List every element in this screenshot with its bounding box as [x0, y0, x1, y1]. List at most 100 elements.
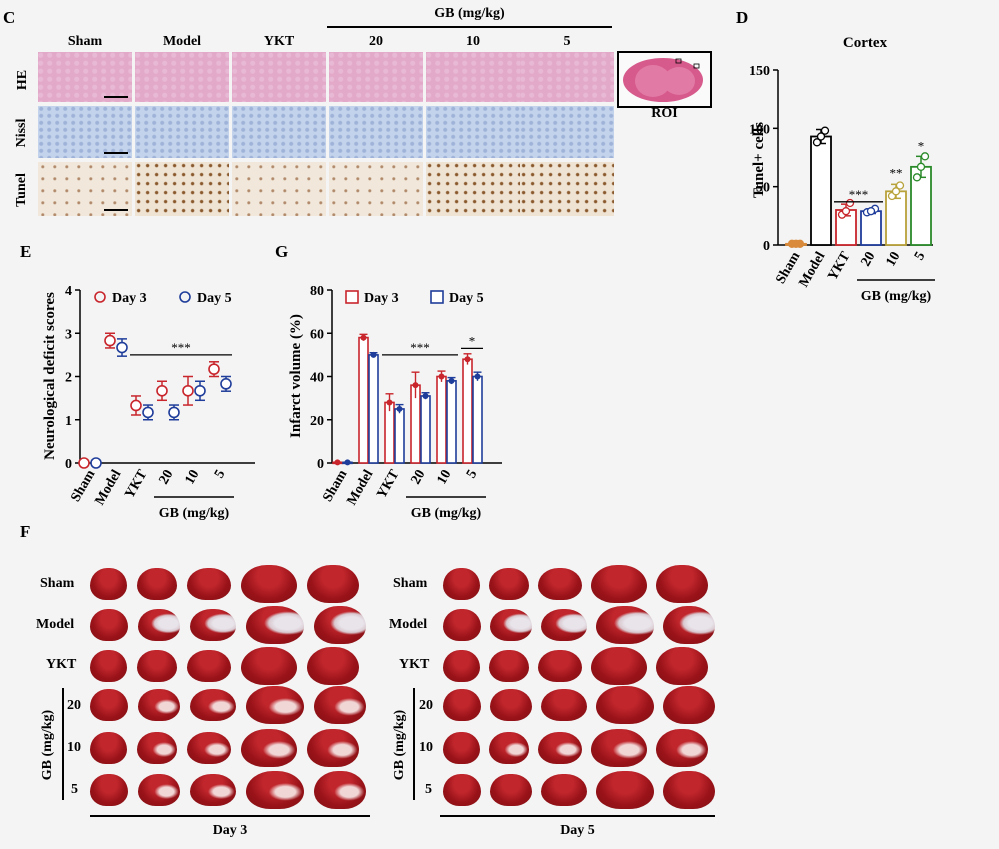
roi-label: ROI — [651, 106, 678, 121]
brain-section — [90, 609, 128, 641]
chart-d-sig-5: * — [918, 139, 925, 154]
brain-section — [538, 732, 582, 764]
brain-section — [489, 568, 529, 600]
brain-section — [490, 774, 532, 806]
brain-section — [663, 606, 715, 644]
brain-section — [443, 568, 480, 600]
brain-section — [90, 732, 127, 764]
chart-e-point — [182, 384, 194, 397]
chart-e-ytick-label: 2 — [65, 371, 72, 386]
chart-d-point — [912, 173, 922, 182]
f-right-row-model: Model — [389, 617, 428, 632]
f-left-gb-bracket — [62, 688, 64, 800]
chart-d-point — [866, 207, 876, 216]
day3-caption: Day 3 — [212, 823, 248, 838]
brain-section — [538, 650, 582, 682]
chart-e-xtick-label: 20 — [156, 468, 176, 488]
chart-e-point — [90, 457, 102, 469]
chart-e-xtick-label: 5 — [212, 468, 228, 482]
col-head-sham: Sham — [67, 34, 103, 49]
chart-e-legend-label: Day 5 — [197, 291, 232, 306]
chart-e-xtick-label: YKT — [122, 467, 150, 501]
chart-g-point — [344, 459, 351, 466]
chart-g-point — [386, 399, 393, 406]
chart-d-bar — [810, 135, 832, 246]
chart-d-xtick-label: 20 — [858, 250, 878, 270]
chart-g-point — [438, 373, 445, 380]
brain-section — [663, 771, 715, 809]
brain-section — [241, 647, 297, 685]
brain-section — [187, 568, 231, 600]
brain-section — [596, 686, 654, 724]
brain-section — [90, 568, 127, 600]
brain-section — [138, 774, 180, 806]
chart-e: 0 1 2 3 4 Neurological deficit scores Day 3 Day… — [42, 284, 255, 521]
brain-section — [246, 771, 304, 809]
chart-d-xtick-label: YKT — [825, 249, 853, 283]
col-head-20: 20 — [369, 34, 383, 49]
chart-d-point — [791, 239, 801, 248]
brain-section — [307, 729, 359, 767]
brain-section — [443, 650, 480, 682]
brain-section — [246, 606, 304, 644]
chart-g-ylabel: Infarct volume (%) — [288, 314, 304, 438]
day5-caption: Day 5 — [560, 823, 595, 838]
brain-section — [489, 732, 529, 764]
chart-g-point — [464, 356, 471, 363]
chart-d-bar — [860, 210, 882, 246]
chart-e-ytick-label: 3 — [65, 327, 72, 342]
chart-d-gb-label: GB (mg/kg) — [861, 289, 932, 304]
chart-e-sig-label: *** — [171, 340, 191, 355]
chart-g-legend-marker — [345, 290, 359, 304]
chart-g-ytick-label: 80 — [310, 284, 324, 299]
chart-g-sig-label: *** — [410, 340, 430, 355]
chart-e-legend-marker — [94, 291, 106, 303]
brain-section — [190, 609, 236, 641]
panel-d-letter: D — [736, 8, 749, 27]
chart-e-xtick-label: Model — [92, 467, 124, 508]
chart-g-point — [412, 382, 419, 389]
chart-g-point — [334, 459, 341, 466]
chart-g-legend-label: Day 5 — [449, 291, 484, 306]
chart-d-point — [812, 138, 822, 147]
tunel-tile-ykt — [232, 162, 326, 216]
chart-g-point — [396, 405, 403, 412]
brain-section — [443, 689, 481, 721]
chart-g-bar — [472, 375, 483, 464]
brain-section — [314, 606, 366, 644]
f-left-row-20: 20 — [67, 698, 81, 713]
panel-c-letter: C — [3, 8, 16, 27]
chart-g-bar — [436, 375, 447, 464]
brain-section — [591, 647, 647, 685]
chart-g-ytick-label: 40 — [310, 371, 324, 386]
scale-bar-he — [104, 96, 128, 98]
chart-g-point — [370, 351, 377, 358]
chart-d-point — [820, 126, 830, 135]
chart-e-point — [116, 341, 128, 354]
nissl-tile-10 — [426, 106, 520, 158]
chart-g-bar — [420, 395, 431, 464]
brain-section — [656, 647, 708, 685]
he-tile-5 — [520, 52, 614, 102]
brain-section — [307, 647, 359, 685]
nissl-tile-sham — [38, 106, 132, 158]
f-right-gb-label: GB (mg/kg) — [392, 709, 407, 781]
f-left-gb-label: GB (mg/kg) — [40, 709, 55, 781]
chart-g-bar — [462, 358, 473, 464]
brain-section — [241, 729, 297, 767]
chart-e-point — [194, 384, 206, 397]
chart-d-point — [841, 207, 851, 216]
tunel-tile-model — [135, 162, 229, 216]
brain-section — [443, 774, 481, 806]
chart-e-gb-label: GB (mg/kg) — [159, 506, 230, 521]
chart-g-bar — [368, 354, 379, 464]
chart-e-ytick-label: 1 — [65, 414, 72, 429]
chart-d-ytick-label: 0 — [763, 239, 770, 254]
chart-g-bar — [394, 408, 405, 464]
chart-g-xtick-label: YKT — [374, 467, 402, 501]
chart-g-legend-marker — [430, 290, 444, 304]
chart-g-legend-label: Day 3 — [364, 291, 399, 306]
brain-section — [596, 771, 654, 809]
brain-section — [241, 565, 297, 603]
chart-e-point — [220, 378, 232, 390]
